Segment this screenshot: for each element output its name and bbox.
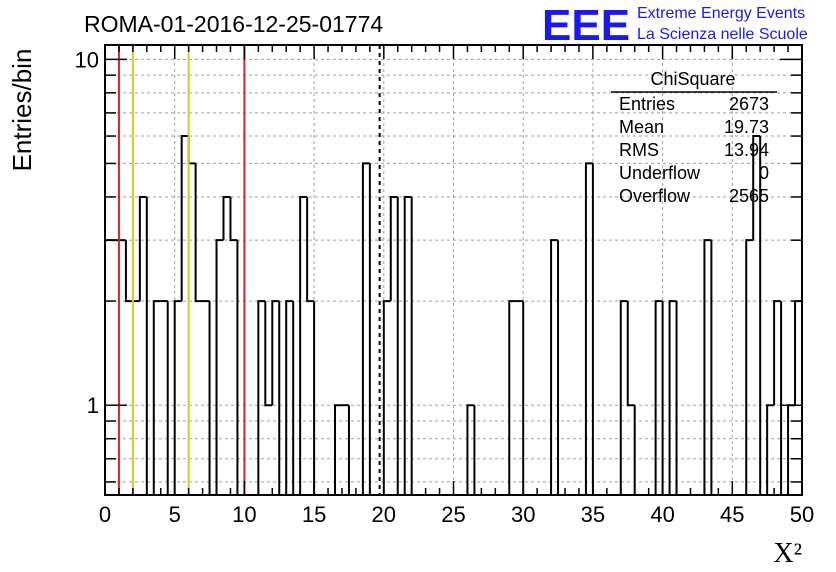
stat-label-entries: Entries	[619, 94, 675, 114]
histogram-bin	[292, 301, 301, 496]
histogram-bin	[780, 301, 789, 496]
histogram-bin	[306, 196, 315, 303]
stats-title: ChiSquare	[650, 69, 735, 89]
histogram-bin	[215, 239, 224, 495]
histogram-bin	[361, 162, 370, 495]
x-tick-label: 15	[302, 502, 326, 527]
stat-value-mean: 19.73	[724, 117, 769, 137]
stats-box: ChiSquare Entries 2673 Mean 19.73 RMS 13…	[611, 69, 777, 206]
reference-lines	[117, 45, 381, 495]
chart-title: ROMA-01-2016-12-25-01774	[84, 11, 383, 37]
histogram-bin	[710, 240, 719, 496]
histogram-bin	[522, 301, 531, 496]
histogram-bin	[675, 301, 684, 496]
histogram-bin	[550, 239, 559, 495]
logo-line1: Extreme Energy Events	[637, 5, 805, 22]
x-tick-label: 5	[169, 502, 181, 527]
x-tick-label: 0	[99, 502, 111, 527]
histogram-bin	[389, 195, 398, 302]
histogram-bin	[557, 240, 566, 496]
stat-value-overflow: 2565	[729, 186, 769, 206]
histogram-bin	[236, 240, 245, 496]
eee-logo: EEE Extreme Energy Events La Scienza nel…	[542, 1, 808, 50]
stat-value-entries: 2673	[729, 94, 769, 114]
histogram-bin	[208, 301, 217, 496]
y-tick-label: 10	[75, 47, 99, 72]
x-tick-label: 30	[511, 502, 535, 527]
histogram-bin	[619, 300, 628, 495]
histogram-bin	[508, 300, 517, 495]
histogram-bin	[313, 301, 322, 496]
histogram-bin	[626, 301, 635, 407]
stat-label-mean: Mean	[619, 117, 664, 137]
histogram-bin	[194, 163, 203, 303]
histogram-bin	[285, 300, 294, 495]
x-tick-label: 45	[720, 502, 744, 527]
stat-label-overflow: Overflow	[619, 186, 691, 206]
x-tick-label: 25	[441, 502, 465, 527]
histogram-bin	[145, 196, 154, 496]
histogram-bin	[703, 239, 712, 495]
histogram-bin	[222, 195, 231, 241]
logo-mark: EEE	[542, 1, 630, 50]
histogram-bin	[299, 195, 308, 495]
histogram-bin	[752, 135, 761, 241]
x-tick-label: 40	[650, 502, 674, 527]
histogram-bin	[152, 300, 161, 495]
histogram-bin	[271, 300, 280, 406]
histogram-bin	[766, 404, 775, 495]
histogram-bin	[466, 404, 475, 495]
histogram-bin	[229, 196, 238, 242]
histogram-bin	[257, 300, 266, 495]
x-tick-label: 10	[232, 502, 256, 527]
histogram-bin	[368, 163, 377, 496]
histogram-bin	[654, 300, 663, 495]
histogram-bin	[264, 301, 273, 407]
stat-value-rms: 13.94	[724, 140, 769, 160]
stat-label-rms: RMS	[619, 140, 659, 160]
histogram-bin	[173, 300, 182, 495]
histogram-bin	[591, 163, 600, 496]
x-tick-label: 20	[372, 502, 396, 527]
histogram-bin	[278, 301, 287, 496]
axes: 1 10 0 5 10 15 20 25 30 35 40 45 50	[75, 44, 814, 527]
stat-label-underflow: Underflow	[619, 163, 701, 183]
histogram-bin	[104, 239, 112, 495]
histogram-bin	[396, 196, 405, 496]
plot-frame	[104, 44, 803, 496]
histogram-bin	[668, 300, 677, 495]
histogram-bin	[794, 300, 802, 406]
y-axis-label: Entries/bin	[7, 49, 37, 172]
histogram-bin	[166, 301, 175, 496]
histogram-bin	[410, 196, 419, 496]
y-tick-label: 1	[87, 393, 99, 418]
histogram-bin	[745, 239, 754, 495]
histogram-bin	[661, 301, 670, 496]
x-tick-label: 35	[581, 502, 605, 527]
logo-line2: La Scienza nelle Scuole	[637, 26, 808, 43]
histogram-bin	[138, 195, 147, 302]
histogram-bin	[382, 300, 391, 495]
histogram-bin	[187, 136, 196, 165]
x-tick-label: 50	[790, 502, 814, 527]
histogram-bin	[403, 195, 412, 495]
histogram-bin	[334, 404, 342, 495]
histogram-bin	[584, 162, 593, 495]
histogram-bin	[180, 135, 189, 302]
stat-value-underflow: 0	[759, 163, 769, 183]
histogram-bin	[124, 240, 133, 303]
x-axis-label: X²	[773, 538, 802, 569]
histogram-bin	[773, 300, 782, 406]
